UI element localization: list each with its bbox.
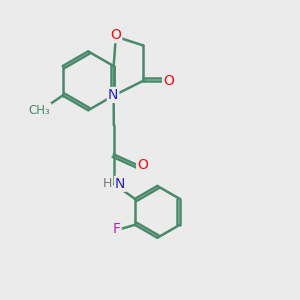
Text: F: F [113, 222, 121, 236]
Text: O: O [163, 74, 174, 88]
Text: CH₃: CH₃ [29, 104, 50, 117]
Text: H: H [103, 177, 112, 190]
Text: O: O [137, 158, 148, 172]
Text: O: O [110, 28, 121, 42]
Text: N: N [115, 177, 125, 191]
Text: N: N [108, 88, 118, 102]
